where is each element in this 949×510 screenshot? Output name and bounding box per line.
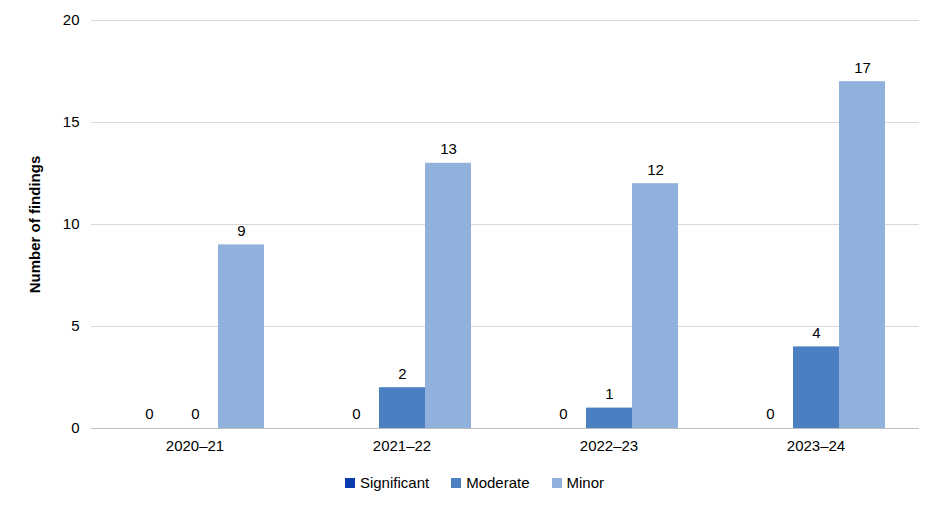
svg-text:0: 0 [71,419,79,436]
html-text:Moderate: Moderate [466,474,530,491]
html-text:Minor: Minor [566,474,604,491]
svg-text:2023–24: 2023–24 [787,437,845,454]
svg-text:0: 0 [559,405,567,422]
svg-text:10: 10 [63,215,80,232]
svg-text:2: 2 [398,365,406,382]
svg-text:2021–22: 2021–22 [373,437,431,454]
svg-text:2020–21: 2020–21 [166,437,224,454]
svg-text:1: 1 [605,385,613,402]
svg-text:20: 20 [63,11,80,28]
svg-text:0: 0 [766,405,774,422]
html-text:Significant: Significant [359,474,430,491]
svg-text:12: 12 [647,161,664,178]
svg-text:15: 15 [63,113,80,130]
svg-text:0: 0 [352,405,360,422]
svg-text:17: 17 [854,59,871,76]
svg-text:4: 4 [812,324,820,341]
svg-text:0: 0 [191,405,199,422]
svg-text:13: 13 [440,140,457,157]
svg-text:5: 5 [71,317,79,334]
svg-text:2022–23: 2022–23 [580,437,638,454]
svg-text:9: 9 [237,222,245,239]
svg-text:Number of findings: Number of findings [26,156,43,294]
svg-text:0: 0 [145,405,153,422]
